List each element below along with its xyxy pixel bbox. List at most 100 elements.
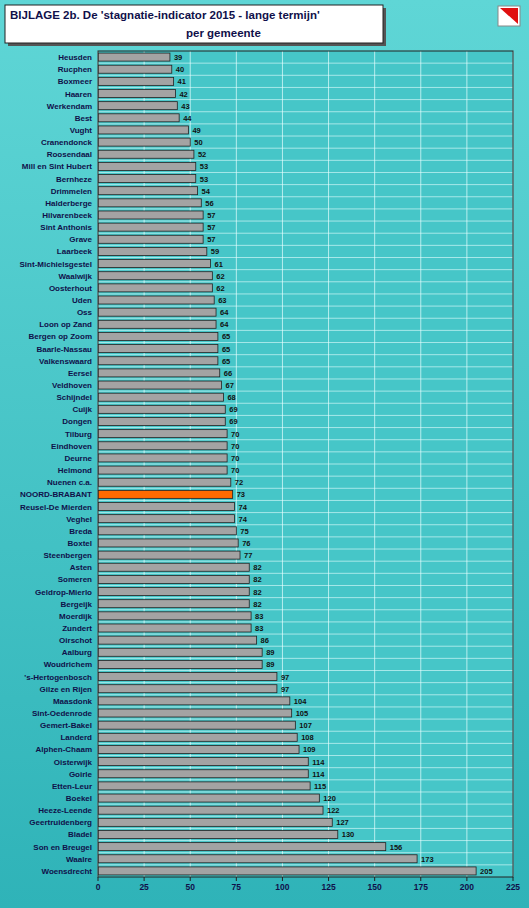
category-label: Tilburg bbox=[65, 430, 92, 439]
bar bbox=[98, 758, 308, 766]
data-label: 82 bbox=[253, 575, 261, 584]
data-label: 74 bbox=[238, 503, 247, 512]
title-box bbox=[5, 5, 383, 43]
row-grid bbox=[98, 160, 513, 161]
row-grid bbox=[98, 184, 513, 185]
category-label: Gemert-Bakel bbox=[40, 721, 92, 730]
data-label: 83 bbox=[255, 624, 263, 633]
bar bbox=[98, 733, 297, 741]
data-label: 62 bbox=[216, 272, 224, 281]
row-grid bbox=[98, 391, 513, 392]
data-label: 108 bbox=[301, 733, 314, 742]
bar bbox=[98, 369, 220, 377]
data-label: 173 bbox=[421, 855, 434, 864]
row-grid bbox=[98, 451, 513, 452]
data-label: 114 bbox=[312, 770, 325, 779]
bar bbox=[98, 162, 196, 170]
category-label: Geertruidenberg bbox=[29, 818, 92, 827]
category-label: Maasdonk bbox=[53, 697, 93, 706]
bar bbox=[98, 770, 308, 778]
bar bbox=[98, 247, 207, 255]
bar bbox=[98, 77, 174, 85]
row-grid bbox=[98, 99, 513, 100]
data-label: 122 bbox=[327, 806, 340, 815]
data-label: 64 bbox=[220, 308, 229, 317]
row-grid bbox=[98, 549, 513, 550]
data-label: 53 bbox=[200, 162, 208, 171]
category-label: Aalburg bbox=[62, 648, 92, 657]
tick-label: 100 bbox=[275, 882, 289, 892]
category-label: Nuenen c.a. bbox=[47, 478, 92, 487]
data-label: 49 bbox=[192, 126, 200, 135]
category-label: Mill en Sint Hubert bbox=[22, 162, 93, 171]
bar bbox=[98, 126, 188, 134]
tick-label: 200 bbox=[460, 882, 474, 892]
bar bbox=[98, 272, 212, 280]
data-label: 76 bbox=[242, 539, 250, 548]
data-label: 61 bbox=[215, 260, 223, 269]
category-label: Bladel bbox=[68, 830, 92, 839]
category-label: Woensdrecht bbox=[41, 867, 92, 876]
row-grid bbox=[98, 524, 513, 525]
bar bbox=[98, 806, 323, 814]
bar bbox=[98, 515, 234, 523]
bar bbox=[98, 563, 249, 571]
category-label: Alphen-Chaam bbox=[36, 745, 92, 754]
category-label: Uden bbox=[72, 296, 92, 305]
bar bbox=[98, 102, 177, 110]
data-label: 65 bbox=[222, 357, 230, 366]
bar bbox=[98, 575, 249, 583]
category-label: Breda bbox=[69, 527, 92, 536]
category-label: Sint-Michielsgestel bbox=[20, 260, 92, 269]
plot-frame bbox=[98, 51, 513, 877]
category-label: Dongen bbox=[62, 417, 92, 426]
row-grid bbox=[98, 561, 513, 562]
tick-label: 175 bbox=[414, 882, 428, 892]
row-grid bbox=[98, 87, 513, 88]
row-grid bbox=[98, 269, 513, 270]
bar bbox=[98, 211, 203, 219]
grid-line bbox=[466, 51, 467, 877]
category-label: Waalre bbox=[66, 855, 92, 864]
bar bbox=[98, 417, 225, 425]
data-label: 44 bbox=[183, 114, 192, 123]
tick-label: 25 bbox=[139, 882, 149, 892]
row-grid bbox=[98, 403, 513, 404]
row-grid bbox=[98, 366, 513, 367]
category-label: Reusel-De Mierden bbox=[20, 503, 92, 512]
logo bbox=[498, 6, 520, 26]
row-grid bbox=[98, 111, 513, 112]
category-label: Eersel bbox=[68, 369, 92, 378]
title: BIJLAGE 2b. De 'stagnatie-indicator 2015… bbox=[10, 9, 320, 21]
bar bbox=[98, 466, 227, 474]
row-grid bbox=[98, 306, 513, 307]
category-label: Someren bbox=[58, 575, 92, 584]
data-label: 114 bbox=[312, 758, 325, 767]
row-grid bbox=[98, 354, 513, 355]
row-grid bbox=[98, 852, 513, 853]
category-label: Schijndel bbox=[56, 393, 92, 402]
data-label: 53 bbox=[200, 175, 208, 184]
row-grid bbox=[98, 755, 513, 756]
row-grid bbox=[98, 706, 513, 707]
bar bbox=[98, 551, 240, 559]
tick-label: 225 bbox=[506, 882, 520, 892]
bar bbox=[98, 53, 170, 61]
bar bbox=[98, 697, 290, 705]
data-label: 69 bbox=[229, 405, 237, 414]
row-grid bbox=[98, 779, 513, 780]
data-label: 52 bbox=[198, 150, 206, 159]
grid-line bbox=[420, 51, 421, 877]
row-grid bbox=[98, 767, 513, 768]
bar bbox=[98, 345, 218, 353]
data-label: 82 bbox=[253, 588, 261, 597]
row-grid bbox=[98, 196, 513, 197]
bar bbox=[98, 381, 222, 389]
grid-line bbox=[374, 51, 375, 877]
row-grid bbox=[98, 731, 513, 732]
row-grid bbox=[98, 415, 513, 416]
category-label: Oosterhout bbox=[49, 284, 92, 293]
row-grid bbox=[98, 427, 513, 428]
bar bbox=[98, 782, 310, 790]
data-label: 205 bbox=[480, 867, 493, 876]
